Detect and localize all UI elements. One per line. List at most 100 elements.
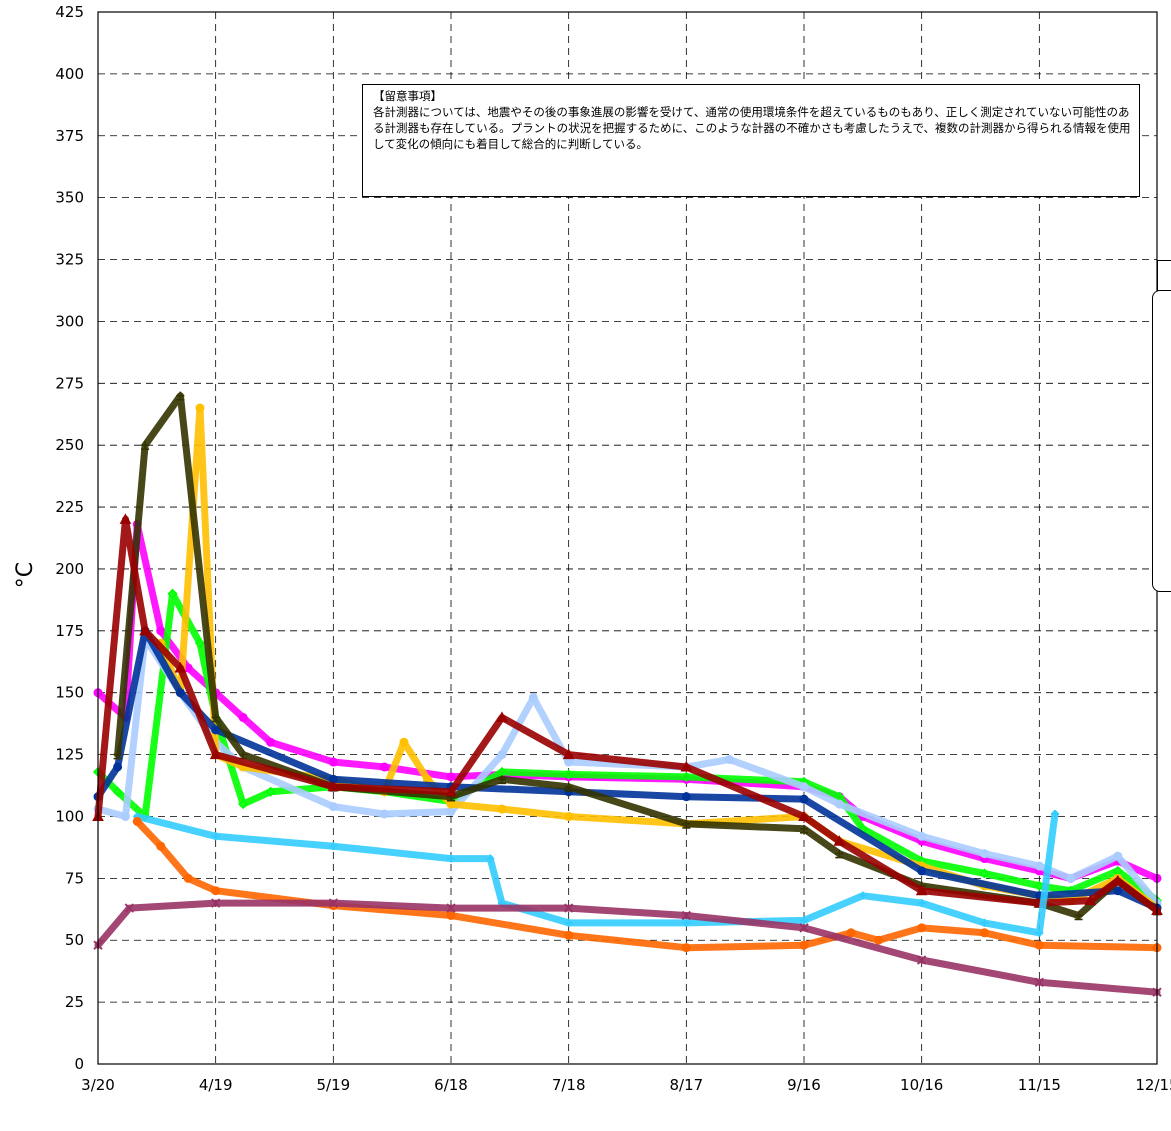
y-tick-label: 350 bbox=[55, 189, 84, 207]
data-point bbox=[238, 799, 249, 810]
data-point bbox=[211, 832, 220, 841]
data-point bbox=[799, 940, 809, 950]
data-point bbox=[564, 782, 573, 792]
data-point bbox=[379, 762, 389, 772]
x-tick-label: 10/16 bbox=[900, 1076, 943, 1094]
data-point bbox=[183, 873, 193, 883]
data-point bbox=[174, 661, 187, 673]
y-tick-label: 0 bbox=[74, 1055, 84, 1073]
data-point bbox=[1034, 977, 1045, 988]
data-point bbox=[681, 943, 691, 953]
data-point bbox=[681, 910, 692, 921]
data-point bbox=[328, 898, 339, 908]
series-8 bbox=[133, 809, 1060, 937]
y-tick-label: 50 bbox=[65, 931, 84, 949]
data-point bbox=[834, 799, 844, 809]
x-tick-label: 3/20 bbox=[81, 1076, 115, 1094]
data-point bbox=[113, 750, 122, 760]
data-point bbox=[681, 771, 692, 782]
data-point bbox=[835, 849, 844, 859]
data-point bbox=[124, 903, 135, 913]
side-box-panel bbox=[1152, 290, 1171, 592]
x-tick-label: 5/19 bbox=[316, 1076, 350, 1094]
data-point bbox=[563, 903, 574, 913]
data-point bbox=[799, 782, 809, 792]
data-point bbox=[874, 935, 884, 945]
x-tick-label: 6/18 bbox=[434, 1076, 468, 1094]
data-point bbox=[497, 775, 506, 785]
series-10 bbox=[93, 898, 1162, 997]
data-point bbox=[1034, 880, 1045, 891]
data-point bbox=[446, 903, 456, 913]
data-point bbox=[238, 712, 248, 722]
data-point bbox=[564, 757, 574, 767]
data-point bbox=[112, 786, 123, 797]
data-point bbox=[1111, 874, 1124, 886]
x-tick-label: 9/16 bbox=[787, 1076, 821, 1094]
data-point bbox=[211, 713, 220, 723]
x-tick-label: 11/15 bbox=[1018, 1076, 1061, 1094]
y-tick-label: 175 bbox=[55, 622, 84, 640]
series-4 bbox=[156, 403, 1162, 913]
data-point bbox=[446, 807, 456, 817]
data-point bbox=[800, 916, 808, 925]
y-tick-label: 100 bbox=[55, 807, 84, 825]
data-point bbox=[167, 588, 178, 599]
data-point bbox=[139, 624, 151, 636]
data-point bbox=[682, 918, 691, 927]
data-point bbox=[917, 831, 927, 841]
series-line bbox=[94, 899, 1161, 996]
data-point bbox=[176, 391, 185, 401]
data-point bbox=[798, 810, 810, 821]
data-point bbox=[328, 757, 338, 767]
data-point bbox=[211, 725, 221, 735]
y-tick-label: 25 bbox=[65, 993, 84, 1011]
data-point bbox=[445, 785, 457, 797]
y-tick-label: 150 bbox=[55, 684, 84, 702]
series-line bbox=[94, 590, 1161, 905]
data-point bbox=[328, 802, 338, 812]
tick-labels: 0 25 50 75 100 125 150 175 200 225 250 275 300 325 350… bbox=[55, 3, 1171, 1094]
data-point bbox=[1066, 873, 1076, 883]
data-point bbox=[528, 693, 538, 703]
data-point bbox=[120, 811, 130, 821]
y-tick-label: 275 bbox=[55, 374, 84, 392]
y-tick-label: 75 bbox=[65, 869, 84, 887]
data-point bbox=[1074, 911, 1083, 921]
caution-note: 【留意事項】 各計測器については、地震やその後の事象進展の影響を受けて、通常の使… bbox=[362, 84, 1140, 197]
data-point bbox=[979, 928, 989, 938]
data-point bbox=[1035, 928, 1044, 937]
y-tick-label: 200 bbox=[55, 560, 84, 578]
data-point bbox=[915, 884, 928, 896]
series-line bbox=[94, 515, 1161, 914]
series-line bbox=[157, 404, 1161, 912]
data-point bbox=[980, 918, 989, 927]
data-point bbox=[265, 786, 276, 797]
data-point bbox=[564, 930, 574, 940]
data-point bbox=[496, 711, 508, 722]
y-tick-label: 300 bbox=[55, 312, 84, 330]
data-point bbox=[329, 842, 338, 851]
caution-note-title: 【留意事項】 bbox=[373, 89, 442, 103]
data-point bbox=[1051, 809, 1060, 818]
data-point bbox=[916, 955, 927, 965]
y-tick-label: 125 bbox=[55, 746, 84, 764]
data-point bbox=[210, 898, 221, 908]
y-tick-label: 225 bbox=[55, 498, 84, 516]
y-tick-label: 375 bbox=[55, 127, 84, 145]
caution-note-text: 各計測器については、地震やその後の事象進展の影響を受けて、通常の使用環境条件を超… bbox=[373, 105, 1131, 151]
data-point bbox=[1034, 940, 1044, 950]
data-point bbox=[917, 866, 927, 876]
x-tick-label: 4/19 bbox=[199, 1076, 233, 1094]
x-tick-label: 7/18 bbox=[552, 1076, 586, 1094]
data-point bbox=[979, 849, 989, 859]
series-7 bbox=[92, 513, 1163, 916]
y-tick-label: 425 bbox=[55, 3, 84, 21]
data-point bbox=[917, 899, 926, 908]
y-axis-label: °C bbox=[13, 562, 38, 588]
data-point bbox=[800, 824, 808, 834]
data-point bbox=[858, 891, 867, 900]
data-point bbox=[175, 688, 185, 698]
x-tick-label: 12/15 bbox=[1135, 1076, 1171, 1094]
